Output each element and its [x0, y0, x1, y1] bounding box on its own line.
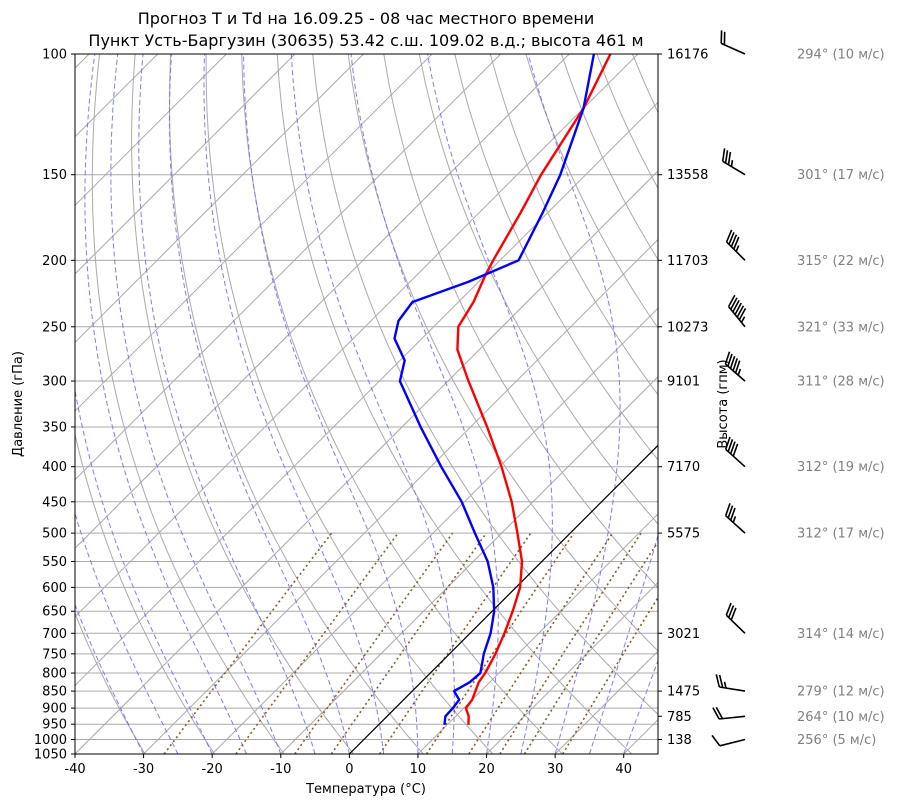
y-tick-label: 250: [42, 320, 67, 335]
wind-label: 312° (17 м/с): [797, 527, 885, 542]
y-tick-label: 1050: [34, 748, 67, 763]
y-axis-label: Давление (гПа): [11, 351, 26, 457]
x-tick-label: -40: [64, 762, 85, 777]
y-tick-label: 550: [42, 555, 67, 570]
y-tick-label: 350: [42, 420, 67, 435]
wind-label: 279° (12 м/с): [797, 685, 885, 700]
wind-label: 315° (22 м/с): [797, 254, 885, 269]
y-tick-label: 450: [42, 495, 67, 510]
y-tick-label: 200: [42, 254, 67, 269]
wind-label: 314° (14 м/с): [797, 627, 885, 642]
height-tick-label: 3021: [667, 627, 700, 642]
y-tick-label: 150: [42, 168, 67, 183]
x-tick-label: -30: [133, 762, 154, 777]
height-tick-label: 9101: [667, 375, 700, 390]
y-tick-label: 750: [42, 647, 67, 662]
x-tick-label: -10: [270, 762, 291, 777]
x-tick-label: -20: [202, 762, 223, 777]
y-tick-label: 700: [42, 627, 67, 642]
wind-label: 312° (19 м/с): [797, 460, 885, 475]
y-tick-label: 100: [42, 48, 67, 63]
y-tick-label: 500: [42, 527, 67, 542]
x-tick-label: 20: [478, 762, 495, 777]
x-axis-label: Температура (°C): [305, 782, 426, 797]
y-tick-label: 650: [42, 605, 67, 620]
height-tick-label: 138: [667, 733, 692, 748]
y-tick-label: 950: [42, 718, 67, 733]
wind-label: 301° (17 м/с): [797, 168, 885, 183]
height-tick-label: 16176: [667, 48, 708, 63]
chart-title-line2: Пункт Усть-Баргузин (30635) 53.42 с.ш. 1…: [88, 31, 643, 50]
wind-label: 294° (10 м/с): [797, 48, 885, 63]
wind-label: 321° (33 м/с): [797, 320, 885, 335]
x-tick-label: 40: [615, 762, 632, 777]
height-tick-label: 11703: [667, 254, 708, 269]
y-tick-label: 800: [42, 667, 67, 682]
wind-label: 264° (10 м/с): [797, 710, 885, 725]
height-tick-label: 13558: [667, 168, 708, 183]
x-tick-label: 0: [345, 762, 353, 777]
chart-title-line1: Прогноз T и Td на 16.09.25 - 08 час мест…: [138, 9, 594, 28]
y-tick-label: 300: [42, 375, 67, 390]
y-tick-label: 850: [42, 685, 67, 700]
height-tick-label: 5575: [667, 527, 700, 542]
wind-label: 311° (28 м/с): [797, 375, 885, 390]
y-axis-right-label: Высота (гпм): [716, 359, 731, 448]
x-tick-label: 30: [547, 762, 564, 777]
y-tick-label: 1000: [34, 733, 67, 748]
y-tick-label: 400: [42, 460, 67, 475]
y-tick-label: 600: [42, 581, 67, 596]
height-tick-label: 785: [667, 710, 692, 725]
height-tick-label: 10273: [667, 320, 708, 335]
wind-barb-half-feather: [732, 160, 733, 167]
y-tick-label: 900: [42, 702, 67, 717]
height-tick-label: 1475: [667, 685, 700, 700]
x-tick-label: 10: [410, 762, 427, 777]
wind-label: 256° (5 м/с): [797, 733, 876, 748]
height-tick-label: 7170: [667, 460, 700, 475]
